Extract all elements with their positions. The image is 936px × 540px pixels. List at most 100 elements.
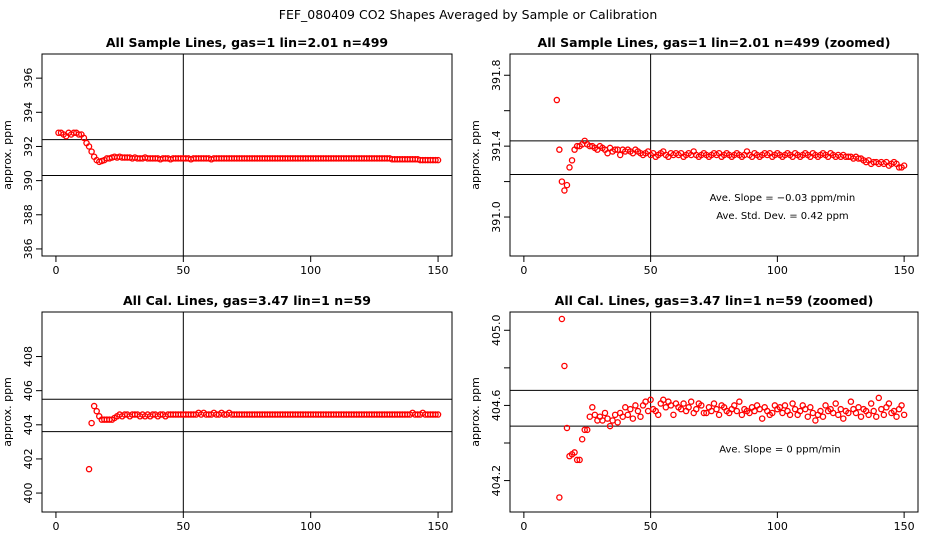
data-point	[893, 413, 900, 420]
x-tick-label: 150	[428, 520, 449, 533]
data-point	[558, 178, 566, 185]
data-point	[736, 398, 743, 405]
data-point	[687, 398, 695, 405]
data-point	[670, 411, 677, 419]
y-tick-label: 404	[22, 414, 35, 435]
data-point	[693, 405, 700, 413]
x-tick-label: 150	[894, 520, 915, 533]
data-point	[629, 415, 637, 422]
chart-title: All Sample Lines, gas=1 lin=2.01 n=499	[106, 35, 388, 50]
data-point	[880, 411, 888, 419]
data-point	[900, 411, 908, 419]
data-point	[662, 404, 670, 411]
x-tick-label: 0	[52, 264, 59, 277]
data-point	[432, 411, 439, 418]
y-tick-label: 405.0	[490, 315, 503, 347]
data-point	[845, 409, 852, 417]
data-point	[685, 404, 692, 411]
data-point	[832, 400, 839, 407]
x-tick-label: 0	[520, 520, 527, 533]
y-tick-label: 404.6	[490, 390, 503, 422]
data-point	[434, 156, 442, 164]
data-point	[561, 362, 568, 370]
data-point	[855, 404, 862, 411]
data-point	[781, 402, 789, 409]
data-point	[819, 413, 827, 420]
data-point	[644, 407, 652, 415]
data-point	[586, 413, 594, 420]
data-point	[563, 424, 571, 432]
y-tick-label: 391.4	[490, 130, 503, 162]
data-point	[75, 131, 83, 138]
y-axis-label: approx. ppm	[1, 377, 14, 447]
data-point	[85, 143, 93, 150]
data-point	[791, 405, 799, 413]
data-point	[566, 164, 573, 171]
chart-p2: All Sample Lines, gas=1 lin=2.01 n=499 (…	[469, 35, 919, 277]
data-point	[812, 417, 819, 424]
chart-panels: All Sample Lines, gas=1 lin=2.01 n=499 ap…	[1, 35, 919, 533]
y-tick-label: 391.0	[490, 201, 503, 233]
y-tick-label: 386	[22, 238, 35, 259]
x-tick-label: 100	[767, 520, 788, 533]
data-point	[637, 413, 644, 420]
data-point	[614, 419, 621, 426]
data-point	[715, 411, 723, 419]
x-tick-label: 50	[644, 264, 658, 277]
chart-p3: All Cal. Lines, gas=3.47 lin=1 n=59 appro…	[1, 293, 453, 533]
data-point	[870, 407, 877, 415]
data-point	[563, 181, 571, 189]
data-point	[85, 465, 93, 473]
data-point	[837, 405, 845, 413]
y-axis-label: approx. ppm	[469, 377, 482, 447]
y-tick-label: 388	[22, 204, 35, 225]
data-point	[561, 187, 568, 194]
data-point	[647, 396, 654, 404]
annotation-text: Ave. Slope = −0.03 ppm/min	[710, 193, 856, 204]
data-point	[553, 96, 561, 104]
data-point	[632, 402, 639, 409]
data-point	[878, 405, 885, 413]
data-point	[90, 402, 98, 410]
plot-frame	[509, 311, 919, 513]
x-tick-label: 100	[300, 520, 321, 533]
data-point	[847, 398, 855, 405]
data-point	[865, 411, 872, 419]
data-point	[606, 422, 614, 430]
chart-p1: All Sample Lines, gas=1 lin=2.01 n=499 ap…	[1, 35, 453, 277]
data-point	[738, 411, 746, 419]
x-tick-label: 150	[428, 264, 449, 277]
y-tick-label: 390	[22, 170, 35, 191]
chart-title: All Cal. Lines, gas=3.47 lin=1 n=59 (zoo…	[555, 293, 874, 308]
data-point	[822, 402, 829, 409]
plot-frame	[41, 311, 453, 513]
x-tick-label: 50	[176, 264, 190, 277]
y-tick-label: 402	[22, 448, 35, 469]
chart-title: All Sample Lines, gas=1 lin=2.01 n=499 (…	[538, 35, 891, 50]
data-point	[601, 409, 609, 417]
data-point	[807, 404, 814, 411]
data-point	[700, 409, 708, 417]
data-point	[624, 411, 632, 419]
annotation-text: Ave. Std. Dev. = 0.42 ppm	[716, 211, 848, 222]
x-tick-label: 100	[300, 264, 321, 277]
y-axis-label: approx. ppm	[1, 120, 14, 190]
data-point	[611, 411, 619, 419]
data-point	[93, 407, 100, 415]
y-tick-label: 391.8	[490, 59, 503, 91]
x-tick-label: 50	[644, 520, 658, 533]
data-point	[840, 415, 847, 422]
plot-frame	[509, 53, 919, 257]
x-tick-label: 0	[520, 264, 527, 277]
data-point	[434, 411, 442, 418]
data-point	[573, 456, 581, 464]
data-point	[769, 409, 776, 417]
data-point	[576, 456, 583, 464]
data-point	[817, 407, 824, 415]
data-point	[589, 404, 596, 411]
data-point	[900, 162, 908, 169]
figure-title: FEF_080409 CO2 Shapes Averaged by Sample…	[279, 7, 658, 22]
data-point	[713, 405, 720, 413]
y-tick-label: 396	[22, 68, 35, 89]
